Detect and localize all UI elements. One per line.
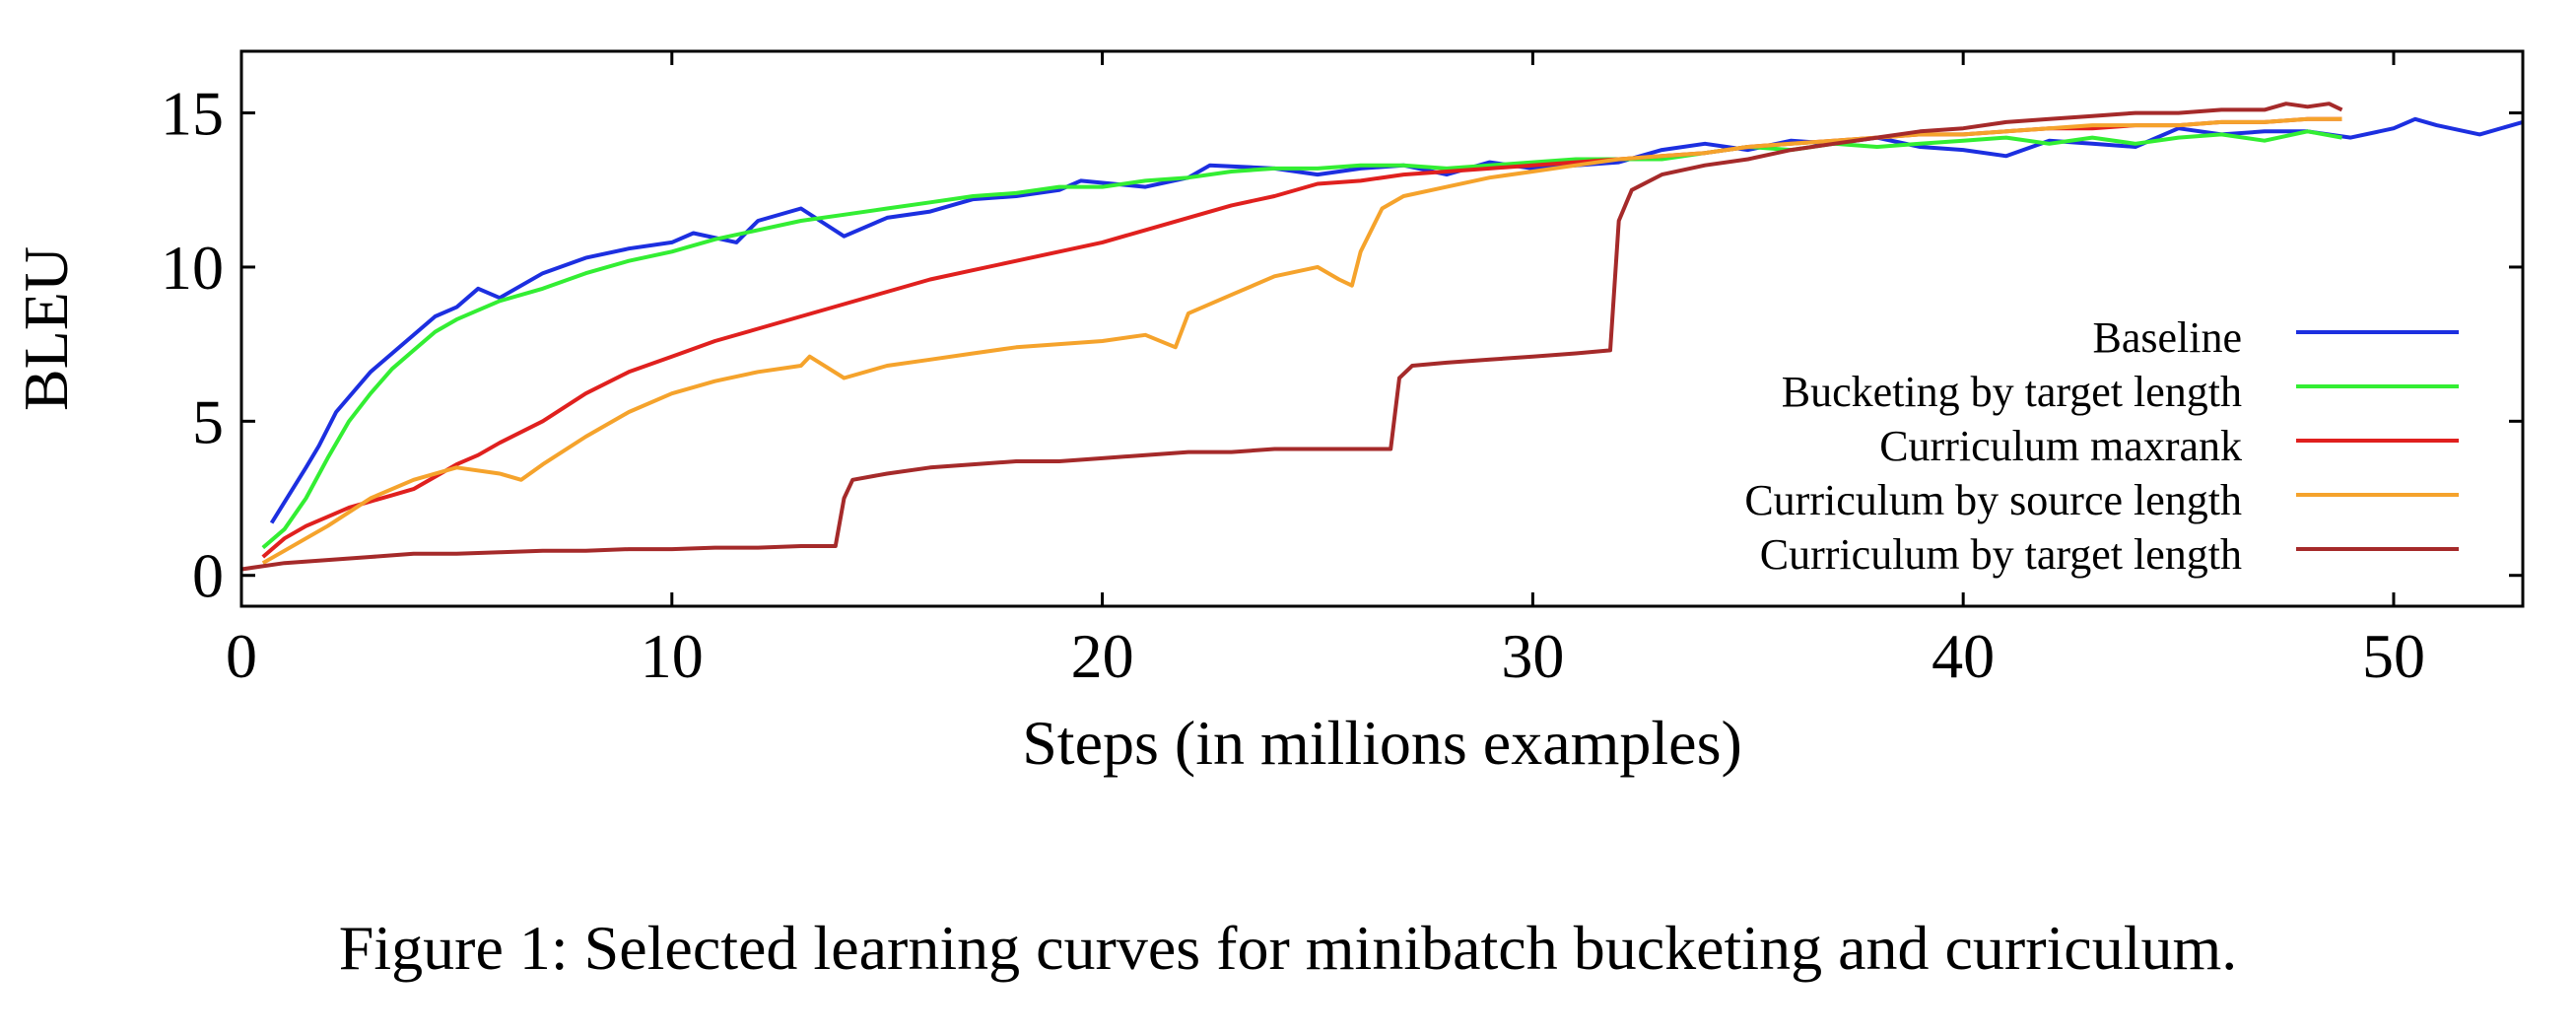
y-tick-label: 0: [192, 541, 224, 611]
series-line-5: [241, 102, 2343, 572]
x-tick-label: 20: [1071, 621, 1134, 691]
plot-frame: [239, 49, 2525, 608]
series-line-4: [261, 116, 2342, 565]
legend-label: Curriculum by target length: [1760, 530, 2242, 579]
x-tick-label: 30: [1501, 621, 1564, 691]
series-layer: [241, 102, 2523, 572]
x-tick-label: 40: [1932, 621, 1995, 691]
y-tick-label: 10: [161, 233, 224, 303]
legend: Baseline Bucketing by target length Curric…: [1744, 313, 2459, 579]
y-tick-label: 15: [161, 79, 224, 149]
x-axis-label: Steps (in millions examples): [1022, 708, 1742, 778]
legend-label: Baseline: [2092, 313, 2242, 362]
y-axis-label: BLEU: [11, 246, 81, 411]
legend-label: Bucketing by target length: [1782, 368, 2242, 416]
x-tick-label: 10: [641, 621, 704, 691]
x-tick-label: 50: [2362, 621, 2425, 691]
y-tick-label: 5: [192, 386, 224, 456]
x-tick-label: 0: [226, 621, 257, 691]
figure-caption: Figure 1: Selected learning curves for m…: [338, 913, 2238, 983]
legend-label: Curriculum by source length: [1744, 476, 2242, 524]
axis-ticks: 0 10 20 30 40 50 0 5 10 15: [161, 51, 2523, 691]
legend-label: Curriculum maxrank: [1879, 422, 2242, 470]
series-line-2: [261, 129, 2342, 550]
